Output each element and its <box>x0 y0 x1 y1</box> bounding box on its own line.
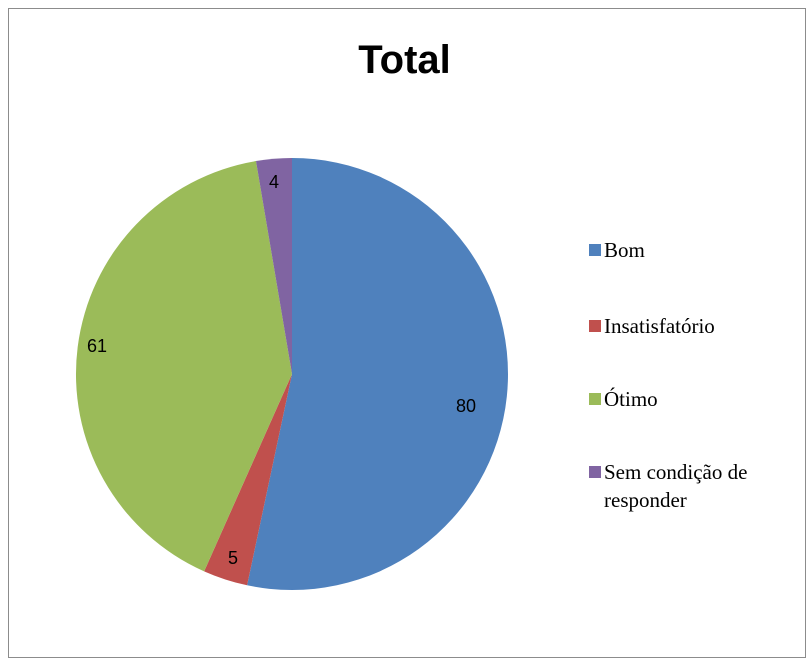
pie-slice-insatisfatorio <box>204 374 292 586</box>
pie-slice-sem-condicao <box>255 158 292 374</box>
chart-title: Total <box>358 38 451 82</box>
legend-label-insatisfatorio: Insatisfatório <box>604 314 715 338</box>
legend-swatch-insatisfatorio <box>589 320 601 332</box>
data-label-sem-condicao: 4 <box>269 172 279 192</box>
data-label-otimo: 61 <box>87 336 107 356</box>
data-label-bom: 80 <box>456 396 476 416</box>
legend-item-bom: Bom <box>589 236 804 264</box>
legend-label-sem-condicao: Sem condição de responder <box>604 460 748 512</box>
legend-swatch-bom <box>589 244 601 256</box>
pie-slice-bom <box>247 158 508 590</box>
legend-swatch-otimo <box>589 393 601 405</box>
legend-label-bom: Bom <box>604 238 645 262</box>
legend-label-otimo: Ótimo <box>604 387 658 411</box>
data-label-insatisfatorio: 5 <box>228 548 238 568</box>
legend-item-insatisfatorio: Insatisfatório <box>589 312 804 340</box>
legend-item-otimo: Ótimo <box>589 385 804 413</box>
legend-swatch-sem-condicao <box>589 466 601 478</box>
legend-item-sem-condicao: Sem condição de responder <box>589 458 804 514</box>
pie-slice-otimo <box>75 161 293 572</box>
